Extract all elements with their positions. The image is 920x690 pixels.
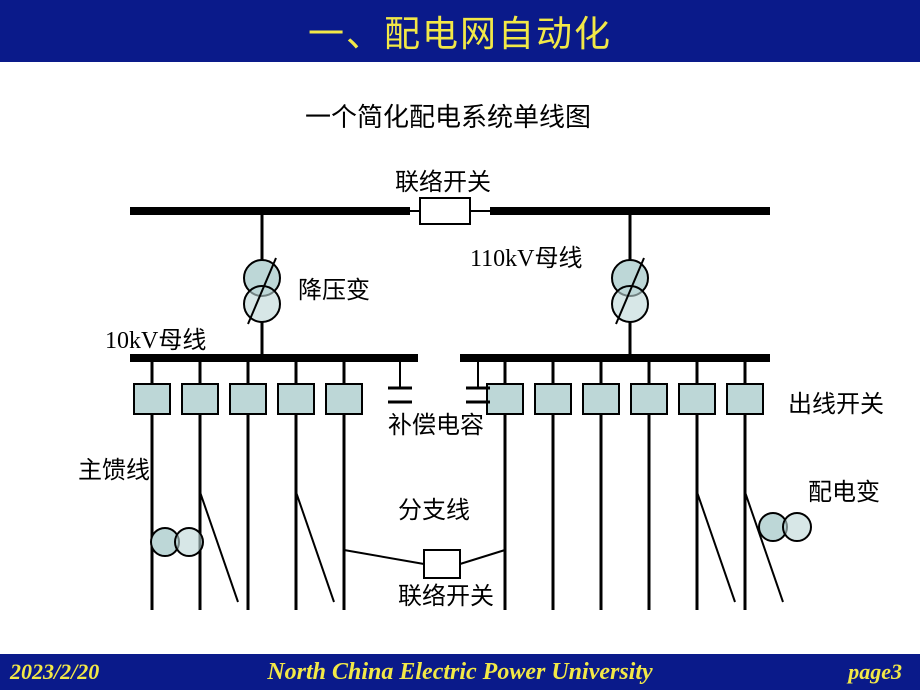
diagram-subtitle: 一个简化配电系统单线图 — [305, 97, 591, 134]
slide-title: 一、配电网自动化 — [308, 5, 612, 57]
label-10kv-bus: 10kV母线 — [105, 320, 206, 355]
label-110kv-bus: 110kV母线 — [470, 238, 582, 273]
footer-date: 2023/2/20 — [10, 659, 99, 685]
footer-page: page3 — [848, 659, 902, 685]
footer-university: North China Electric Power University — [0, 659, 920, 686]
label-stepdown-xfmr: 降压变 — [298, 270, 370, 305]
label-branch-line: 分支线 — [398, 490, 470, 525]
label-tie-switch-top: 联络开关 — [395, 162, 491, 197]
diagram-svg — [0, 62, 920, 654]
label-comp-cap: 补偿电容 — [388, 405, 484, 440]
diagram-canvas: 一个简化配电系统单线图 联络开关 110kV母线 降压变 10kV母线 补偿电容… — [0, 62, 920, 654]
label-out-switch: 出线开关 — [788, 384, 884, 419]
label-main-feeder: 主馈线 — [78, 450, 150, 485]
slide-footer: 2023/2/20 North China Electric Power Uni… — [0, 654, 920, 690]
label-dist-xfmr: 配电变 — [808, 472, 880, 507]
label-tie-switch-bottom: 联络开关 — [398, 576, 494, 611]
slide-header: 一、配电网自动化 — [0, 0, 920, 62]
